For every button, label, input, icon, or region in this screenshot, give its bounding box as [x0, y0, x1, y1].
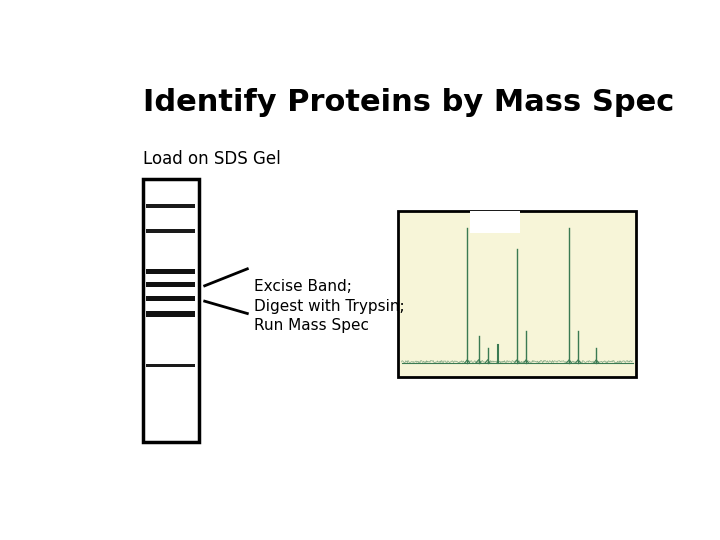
- Text: Identify Proteins by Mass Spec: Identify Proteins by Mass Spec: [143, 88, 674, 117]
- Bar: [145, 269, 195, 274]
- Bar: [397, 211, 636, 377]
- Bar: [145, 363, 195, 367]
- Bar: [145, 282, 195, 287]
- Bar: [145, 311, 195, 316]
- Bar: [469, 211, 520, 233]
- Bar: [145, 296, 195, 301]
- Bar: [145, 204, 195, 208]
- Text: Load on SDS Gel: Load on SDS Gel: [143, 150, 281, 167]
- Bar: [145, 229, 195, 233]
- Text: Excise Band;
Digest with Trypsin;
Run Mass Spec: Excise Band; Digest with Trypsin; Run Ma…: [253, 279, 404, 334]
- Bar: [143, 179, 199, 442]
